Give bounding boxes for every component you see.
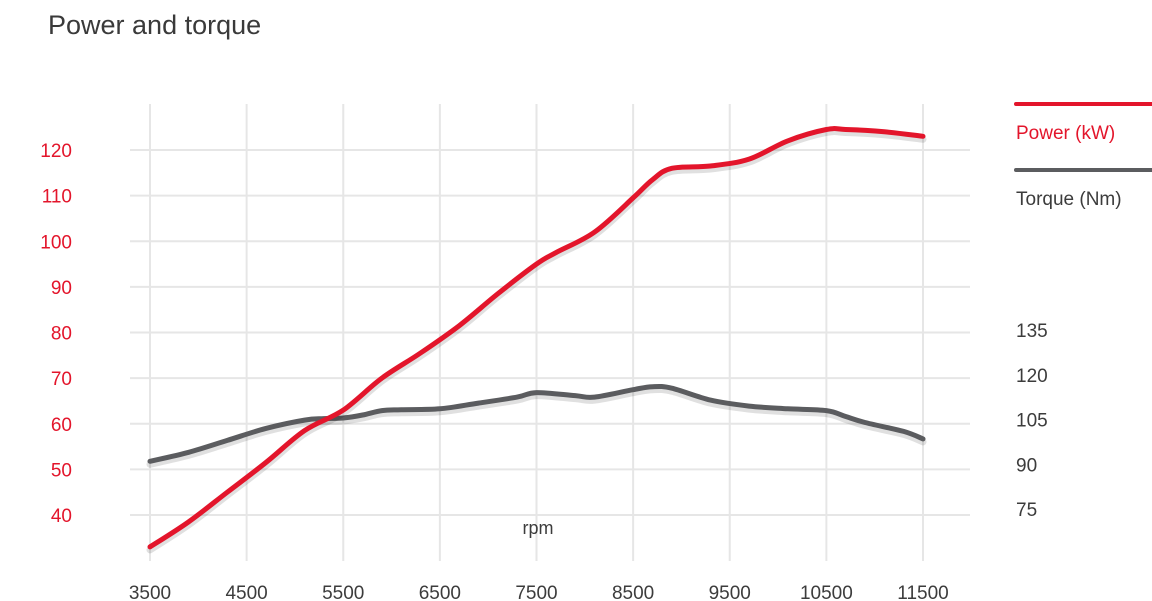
x-tick-label-5500: 5500 [322, 583, 364, 601]
left-tick-label-110: 110 [42, 187, 72, 208]
x-axis: 3500 4500 5500 6500 7500 8500 9500 10500 11500 [129, 583, 949, 601]
x-tick-label-4500: 4500 [225, 583, 267, 601]
right-tick-label-75: 75 [1016, 500, 1037, 521]
power-line [147, 126, 926, 550]
series [146, 126, 927, 554]
left-tick-label-100: 100 [40, 232, 72, 253]
left-tick-label-80: 80 [51, 324, 72, 345]
left-tick-label-90: 90 [51, 278, 72, 299]
x-tick-label-6500: 6500 [419, 583, 461, 601]
right-tick-label-120: 120 [1016, 366, 1048, 387]
legend: Power (kW) Torque (Nm) [1014, 102, 1152, 210]
legend-label-power: Power (kW) [1016, 123, 1115, 144]
x-tick-label-7500: 7500 [515, 583, 557, 601]
x-tick-label-3500: 3500 [129, 583, 171, 601]
left-tick-label-50: 50 [51, 460, 72, 481]
x-tick-label-8500: 8500 [612, 583, 654, 601]
left-tick-label-120: 120 [40, 141, 72, 162]
x-tick-label-11500: 11500 [897, 583, 948, 601]
left-tick-label-70: 70 [51, 369, 72, 390]
x-tick-label-9500: 9500 [709, 583, 751, 601]
torque-line [147, 383, 926, 464]
grid [130, 104, 970, 561]
x-tick-label-10500: 10500 [800, 583, 853, 601]
left-y-axis: 40 50 60 70 80 90 100 110 120 [40, 141, 72, 527]
right-tick-label-105: 105 [1016, 411, 1048, 432]
chart-title: Power and torque [48, 10, 261, 40]
left-tick-label-60: 60 [51, 415, 72, 436]
torque-line-shadow [146, 385, 927, 468]
right-tick-label-135: 135 [1016, 321, 1048, 342]
legend-label-torque: Torque (Nm) [1016, 189, 1122, 210]
right-y-axis: 75 90 105 120 135 [1016, 321, 1048, 521]
left-tick-label-40: 40 [51, 506, 72, 527]
right-tick-label-90: 90 [1016, 455, 1037, 476]
x-axis-label: rpm [523, 518, 554, 538]
